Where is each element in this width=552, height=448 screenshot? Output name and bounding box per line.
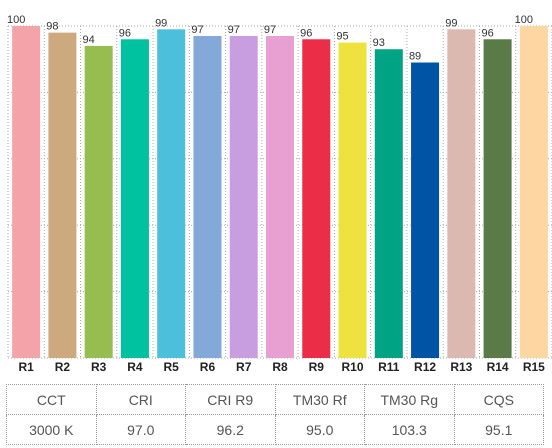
bar-r5 <box>157 29 186 358</box>
x-tick-label-r13: R13 <box>450 360 472 374</box>
bar-r13 <box>447 29 476 358</box>
bar-value-label-r10: 95 <box>336 31 348 43</box>
bar-r3 <box>84 45 113 359</box>
bar-value-label-r13: 99 <box>445 17 457 29</box>
x-tick-label-r10: R10 <box>342 360 364 374</box>
metric-header-cri: CRI <box>95 384 186 415</box>
metric-value-tm30-rf: 95.0 <box>274 414 365 445</box>
bar-value-label-r1: 100 <box>7 14 25 26</box>
bar-r7 <box>229 35 258 359</box>
bar-value-label-r3: 94 <box>83 34 95 46</box>
metric-header-cqs: CQS <box>453 384 544 415</box>
bar-r15 <box>519 26 548 358</box>
x-tick-label-r2: R2 <box>55 360 71 374</box>
bar-value-label-r4: 96 <box>119 27 131 39</box>
metric-value-cqs: 95.1 <box>453 414 544 445</box>
bar-r6 <box>193 35 222 359</box>
x-tick-label-r14: R14 <box>487 360 509 374</box>
metric-header-cct: CCT <box>6 384 97 415</box>
bar-r4 <box>120 39 149 358</box>
bar-r1 <box>12 26 41 358</box>
x-tick-label-r15: R15 <box>523 360 545 374</box>
bar-value-label-r2: 98 <box>46 21 58 33</box>
metric-value-cct: 3000 K <box>6 414 97 445</box>
metrics-header-row: CCT CRI CRI R9 TM30 Rf TM30 Rg CQS <box>6 384 544 415</box>
bar-r12 <box>411 62 440 359</box>
bar-r11 <box>374 49 403 359</box>
bar-value-label-r8: 97 <box>264 24 276 36</box>
x-tick-label-r8: R8 <box>272 360 288 374</box>
metric-header-tm30-rf: TM30 Rf <box>274 384 365 415</box>
x-tick-label-r9: R9 <box>309 360 325 374</box>
metric-value-tm30-rg: 103.3 <box>364 414 455 445</box>
bar-value-label-r7: 97 <box>228 24 240 36</box>
bar-r14 <box>483 39 512 358</box>
bar-r8 <box>266 35 294 359</box>
bar-value-labels: 100 98 94 96 99 97 97 97 96 95 93 89 99 96 100 <box>7 14 533 63</box>
x-tick-label-r4: R4 <box>127 360 143 374</box>
x-tick-label-r5: R5 <box>164 360 180 374</box>
bar-value-label-r9: 96 <box>300 27 312 39</box>
x-tick-label-r7: R7 <box>236 360 252 374</box>
bar-r2 <box>48 32 77 358</box>
bar-value-label-r11: 93 <box>373 37 385 49</box>
x-tick-label-r11: R11 <box>378 360 400 374</box>
bar-r10 <box>338 42 367 358</box>
metric-value-cri-r9: 96.2 <box>185 414 276 445</box>
bar-value-label-r12: 89 <box>409 51 421 63</box>
x-tick-label-r6: R6 <box>200 360 216 374</box>
bar-r9 <box>302 39 331 358</box>
metric-value-cri: 97.0 <box>95 414 186 445</box>
bar-value-label-r15: 100 <box>515 14 533 26</box>
bar-value-label-r6: 97 <box>191 24 203 36</box>
bars <box>12 26 548 359</box>
bar-value-label-r14: 96 <box>481 27 493 39</box>
metric-header-cri-r9: CRI R9 <box>185 384 276 415</box>
bar-value-label-r5: 99 <box>155 17 167 29</box>
metrics-value-row: 3000 K 97.0 96.2 95.0 103.3 95.1 <box>6 414 544 445</box>
x-tick-label-r12: R12 <box>414 360 436 374</box>
x-tick-label-r1: R1 <box>18 360 34 374</box>
metric-header-tm30-rg: TM30 Rg <box>364 384 455 415</box>
x-tick-labels: R1 R2 R3 R4 R5 R6 R7 R8 R9 R10 R11 R12 R13 R14 R15 <box>18 360 545 374</box>
metrics-table: CCT CRI CRI R9 TM30 Rf TM30 Rg CQS 3000 … <box>6 384 544 445</box>
x-tick-label-r3: R3 <box>91 360 107 374</box>
